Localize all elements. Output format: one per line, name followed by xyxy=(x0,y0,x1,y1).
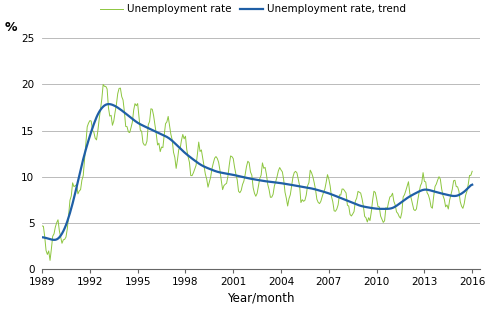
Legend: Unemployment rate, Unemployment rate, trend: Unemployment rate, Unemployment rate, tr… xyxy=(100,4,406,14)
Unemployment rate, trend xyxy=(469,183,475,187)
Unemployment rate xyxy=(158,145,164,149)
Unemployment rate, trend xyxy=(158,132,164,136)
Unemployment rate, trend xyxy=(39,235,45,239)
Unemployment rate xyxy=(469,169,475,173)
Unemployment rate xyxy=(91,130,97,134)
Unemployment rate, trend xyxy=(51,238,57,242)
Line: Unemployment rate, trend: Unemployment rate, trend xyxy=(42,104,472,240)
Unemployment rate, trend xyxy=(416,189,422,193)
Unemployment rate, trend xyxy=(425,188,431,192)
Unemployment rate xyxy=(128,126,134,130)
Unemployment rate xyxy=(100,83,106,86)
Unemployment rate, trend xyxy=(91,122,97,126)
Unemployment rate xyxy=(39,224,45,228)
Unemployment rate, trend xyxy=(125,114,131,117)
Unemployment rate xyxy=(125,130,131,134)
Unemployment rate xyxy=(416,190,422,194)
Unemployment rate, trend xyxy=(128,116,134,120)
Text: %: % xyxy=(5,21,17,34)
X-axis label: Year/month: Year/month xyxy=(227,291,295,304)
Line: Unemployment rate: Unemployment rate xyxy=(42,84,472,260)
Unemployment rate xyxy=(425,193,431,197)
Unemployment rate xyxy=(47,259,53,262)
Unemployment rate, trend xyxy=(105,102,111,106)
